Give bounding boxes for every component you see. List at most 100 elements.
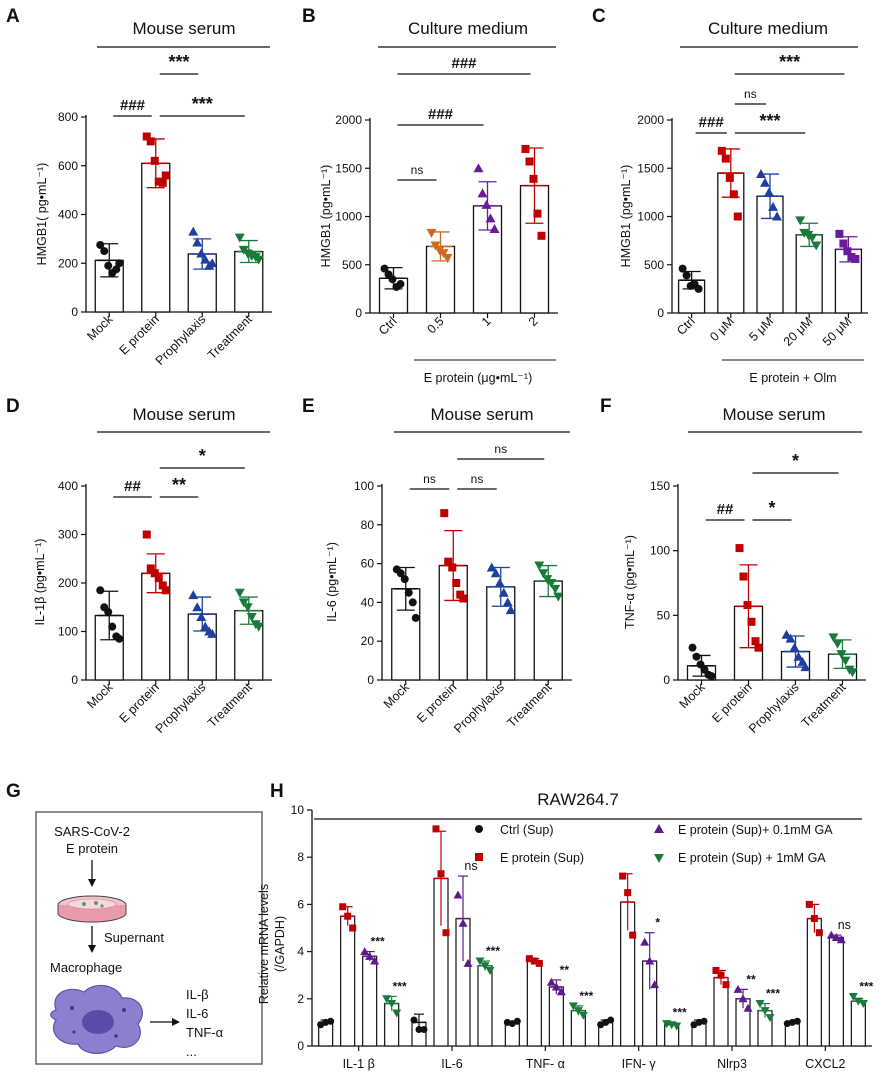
panel-a: A Mouse serum HMGB1( pg•mL⁻¹) 0 200 400 600… (6, 6, 272, 368)
legend-low-ga: E protein (Sup)+ 0.1mM GA (678, 823, 833, 837)
point-H-0-2-0 (360, 947, 370, 956)
point-C-2-1 (760, 177, 770, 187)
category-label-C-0: Ctrl (674, 314, 698, 338)
point-H-4-2-1 (738, 994, 748, 1003)
panel-label-a: A (6, 6, 20, 27)
point-D-1-2 (150, 569, 159, 578)
point-E-3-4 (550, 584, 561, 594)
point-H-1-1-0 (432, 825, 440, 833)
point-A-2-5 (207, 258, 218, 268)
point-E-2-3 (498, 587, 509, 597)
category-label-H-0: IL-1 β (343, 1057, 375, 1071)
point-H-5-0-2 (793, 1017, 801, 1025)
point-A-2-3 (200, 254, 211, 264)
point-H-1-1-2 (442, 929, 450, 937)
point-H-4-2-2 (743, 1003, 753, 1012)
point-H-2-3-1 (573, 1007, 583, 1016)
point-E-1-5 (459, 594, 468, 603)
point-B-3-3 (533, 209, 542, 218)
point-H-1-0-1 (415, 1025, 423, 1033)
point-H-2-3-0 (568, 1002, 578, 1011)
point-E-2-2 (494, 578, 505, 587)
ytick-label-F-50: 50 (657, 608, 671, 622)
bar-H-0-2 (362, 955, 378, 1047)
point-C-1-0 (717, 146, 726, 155)
ytick-label-A-600: 600 (58, 159, 78, 173)
panel-b-group-label: E protein (μg•mL⁻¹) (424, 371, 532, 385)
panel-h-legend: Ctrl (Sup) E protein (Sup) E protein (Su… (475, 823, 833, 865)
point-H-3-1-2 (629, 931, 637, 939)
point-A-0-0 (96, 240, 105, 249)
panel-a-ylabel: HMGB1( pg•mL⁻¹) (35, 163, 49, 266)
point-B-3-0 (521, 144, 530, 153)
point-H-1-0-2 (420, 1025, 428, 1033)
point-C-0-0 (678, 264, 687, 273)
bracket-label-A-1: *** (192, 94, 213, 114)
category-label-E-2: Prophylaxis (451, 680, 507, 736)
point-H-5-1-2 (815, 929, 823, 937)
ytick-label-B-1500: 1500 (335, 161, 362, 175)
legend-high-ga: E protein (Sup) + 1mM GA (678, 851, 826, 865)
category-label-F-2: Prophylaxis (746, 680, 802, 736)
point-A-0-2 (104, 261, 113, 270)
point-H-2-2-2 (556, 987, 566, 996)
legend-marker-e-protein (475, 853, 483, 861)
ytick-label-D-100: 100 (58, 625, 78, 639)
point-D-2-2 (196, 611, 207, 621)
point-B-2-1 (477, 188, 488, 198)
panel-h-ylabel-2: (/GAPDH) (273, 916, 287, 972)
bracket-label-D-1: ** (172, 475, 186, 495)
category-label-B-1: 0.5 (424, 314, 446, 336)
bracket-label-F-2: * (792, 451, 799, 471)
panel-label-g: G (6, 781, 21, 802)
point-F-1-2 (743, 600, 752, 609)
ytick-label-E-20: 20 (361, 634, 375, 648)
point-C-2-0 (756, 169, 766, 179)
point-B-3-1 (525, 157, 534, 166)
bar-H-2-1 (526, 960, 542, 1047)
category-label-E-1: E protein (414, 680, 459, 725)
point-H-2-1-1 (530, 957, 538, 965)
sig-high-H-1: *** (486, 944, 500, 958)
point-H-0-1-1 (344, 912, 352, 920)
point-F-1-4 (751, 637, 760, 646)
panel-label-b: B (302, 6, 316, 27)
point-H-3-1-1 (624, 889, 632, 897)
point-C-1-1 (721, 154, 730, 163)
point-H-4-3-1 (760, 1007, 770, 1016)
bracket-label-A-2: *** (168, 52, 189, 72)
bar-H-2-2 (548, 986, 564, 1047)
legend-marker-ctrl (475, 825, 483, 833)
panel-c: C Culture medium HMGB1 (pg•mL⁻¹) 0 500 100… (592, 6, 868, 385)
ytick-label-A-200: 200 (58, 256, 78, 270)
point-F-1-3 (747, 617, 756, 626)
point-A-1-5 (161, 171, 170, 180)
category-label-E-3: Treatment (505, 680, 555, 730)
point-C-1-2 (725, 173, 734, 182)
point-D-1-1 (146, 564, 155, 573)
ytick-label-D-200: 200 (58, 576, 78, 590)
point-B-1-1 (430, 241, 441, 251)
point-H-4-1-2 (722, 981, 730, 989)
point-C-2-3 (768, 201, 778, 211)
point-E-2-5 (505, 605, 516, 615)
schematic-cytokine-1: IL-β (186, 987, 209, 1002)
category-label-B-3: 2 (526, 314, 541, 329)
category-label-D-2: Prophylaxis (153, 680, 209, 736)
point-F-0-5 (707, 672, 716, 681)
ytick-label-C-1000: 1000 (637, 210, 664, 224)
point-H-5-2-2 (836, 935, 846, 944)
ytick-label-B-500: 500 (342, 258, 362, 272)
panel-b-ylabel: HMGB1 (pg•mL⁻¹) (319, 165, 333, 268)
bar-H-1-3 (477, 965, 493, 1047)
point-H-2-2-1 (551, 982, 561, 991)
point-H-0-1-2 (349, 924, 357, 932)
point-B-1-0 (426, 228, 437, 238)
bracket-label-D-2: * (199, 446, 206, 466)
point-E-2-1 (490, 568, 501, 578)
point-H-5-2-1 (831, 932, 841, 941)
point-B-3-2 (529, 174, 538, 183)
point-H-5-1-1 (810, 915, 818, 923)
